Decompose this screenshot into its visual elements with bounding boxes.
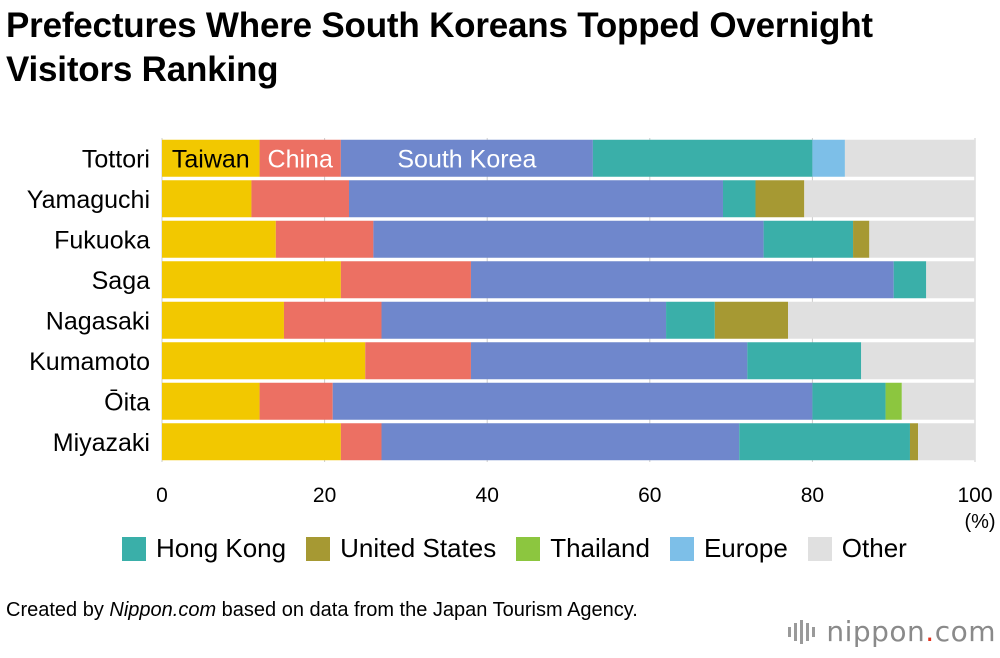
bar-segment [340, 139, 593, 177]
logo-mark-icon [788, 619, 818, 644]
x-axis-ticks: 0 20 40 60 80 100 [156, 484, 992, 507]
bar-segment [926, 261, 975, 299]
bar-segment [747, 342, 862, 380]
bar-segment [259, 139, 341, 177]
legend-label: Other [841, 533, 907, 563]
bar-segment [853, 220, 870, 258]
legend-item: United States [306, 533, 496, 564]
bar-segment [909, 423, 919, 461]
bar-segment [381, 301, 667, 339]
bar-segment [373, 220, 764, 258]
category-label: Ōita [104, 388, 150, 416]
bar-segment [340, 423, 382, 461]
bar-chart: Tottori Yamaguchi Fukuoka Saga Nagasaki Kumam… [27, 138, 996, 533]
bar-segment [788, 301, 975, 339]
bar-segment [348, 180, 723, 218]
bar-segment [283, 301, 382, 339]
bar-segment [381, 423, 740, 461]
legend-swatch [669, 536, 694, 561]
bar-segment [812, 382, 886, 420]
bar-segment [162, 301, 284, 339]
legend-swatch [122, 536, 146, 561]
bar-segment [592, 139, 813, 177]
legend-item: Hong Kong [122, 533, 286, 564]
series-label: Taiwan [172, 145, 250, 173]
x-tick-label: 40 [476, 484, 499, 507]
category-label: Kumamoto [29, 348, 150, 376]
legend-label: Thailand [550, 533, 650, 563]
legend-item: Other [807, 533, 907, 564]
bar-segment [259, 382, 333, 420]
bar-segment [861, 342, 975, 380]
bar-segment [162, 382, 260, 420]
series-labels: Taiwan China South Korea [172, 145, 537, 173]
bar-segment [162, 139, 260, 177]
bar-segment [885, 382, 902, 420]
legend-label: Hong Kong [156, 533, 287, 563]
category-label: Nagasaki [46, 307, 150, 335]
chart-title: Prefectures Where South Koreans Topped O… [6, 6, 873, 89]
nippon-logo: nippon.com [788, 615, 996, 648]
bar-segment [332, 382, 813, 420]
legend-label: Europe [703, 533, 788, 563]
legend-label: United States [340, 533, 497, 563]
source-suffix: based on data from the Japan Tourism Age… [216, 599, 638, 621]
bar-segment [470, 261, 894, 299]
bars [162, 139, 975, 461]
source-site: Nippon.com [109, 599, 217, 621]
bar-segment [739, 423, 910, 461]
bar-segment [162, 342, 366, 380]
bar-segment [714, 301, 789, 339]
series-label: South Korea [397, 145, 536, 173]
x-tick-label: 60 [638, 484, 661, 507]
legend-swatch [306, 536, 331, 561]
category-label: Tottori [82, 145, 150, 173]
bar-segment [804, 180, 975, 218]
bar-segment [162, 423, 341, 461]
legend-item: Europe [669, 533, 788, 564]
bar-segment [763, 220, 854, 258]
bar-segment [901, 382, 975, 420]
bar-segment [340, 261, 471, 299]
x-tick-label: 80 [801, 484, 824, 507]
legend-swatch [807, 536, 832, 561]
bar-segment [755, 180, 805, 218]
category-label: Fukuoka [54, 226, 150, 254]
bar-segment [162, 180, 252, 218]
bar-segment [869, 220, 975, 258]
bar-segment [162, 261, 341, 299]
legend-swatch [516, 536, 541, 561]
bar-segment [251, 180, 349, 218]
bar-segment [918, 423, 975, 461]
x-tick-label: 100 [957, 484, 992, 507]
bar-segment [812, 139, 845, 177]
x-tick-label: 0 [156, 484, 168, 507]
bar-segment [365, 342, 471, 380]
legend: Hong Kong United States Thailand Europe Othe… [122, 533, 927, 564]
legend-item: Thailand [516, 533, 650, 564]
bar-segment [893, 261, 927, 299]
category-label: Yamaguchi [27, 186, 150, 214]
bar-segment [275, 220, 374, 258]
logo-wordmark: nippon.com [826, 615, 996, 648]
source-prefix: Created by [6, 599, 110, 621]
category-labels: Tottori Yamaguchi Fukuoka Saga Nagasaki Kumam… [27, 145, 150, 457]
series-label: China [268, 145, 333, 173]
bar-segment [470, 342, 748, 380]
category-label: Saga [92, 267, 150, 295]
x-axis-unit: (%) [964, 511, 995, 533]
bar-segment [162, 220, 276, 258]
source-note: Created by Nippon.com based on data from… [6, 596, 706, 625]
x-tick-label: 20 [313, 484, 336, 507]
bar-segment [844, 139, 975, 177]
bar-segment [722, 180, 756, 218]
bar-segment [666, 301, 715, 339]
category-label: Miyazaki [53, 429, 150, 457]
